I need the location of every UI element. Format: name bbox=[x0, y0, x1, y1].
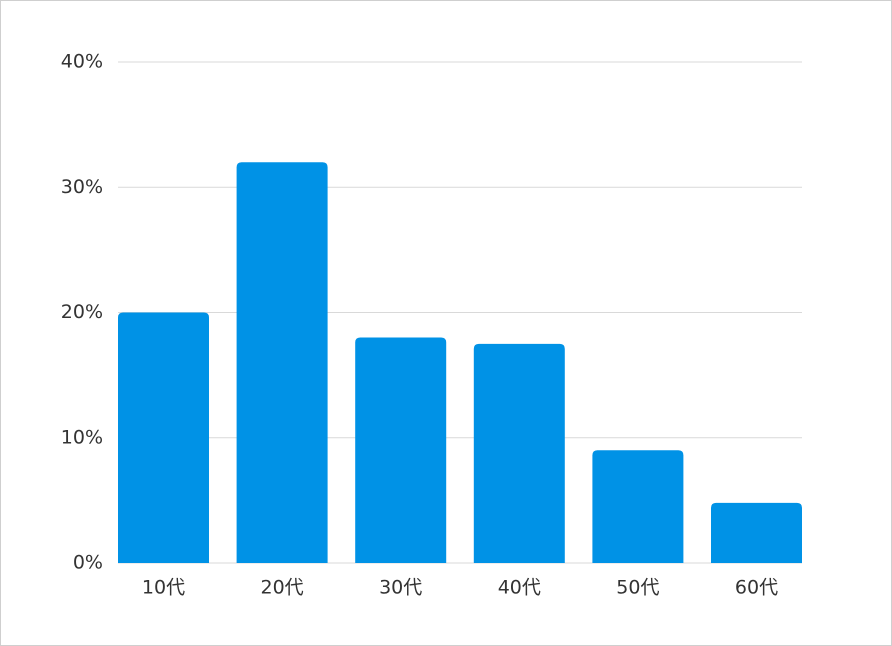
y-tick-label: 20% bbox=[61, 301, 103, 323]
y-tick-label: 0% bbox=[73, 552, 103, 574]
x-tick-label: 20代 bbox=[261, 577, 304, 599]
bar bbox=[592, 450, 684, 563]
y-tick-label: 40% bbox=[61, 51, 103, 73]
bar bbox=[473, 343, 565, 563]
x-tick-label: 40代 bbox=[498, 577, 541, 599]
x-tick-label: 10代 bbox=[142, 577, 185, 599]
bar bbox=[355, 337, 447, 563]
x-tick-label: 50代 bbox=[616, 577, 659, 599]
bar bbox=[236, 162, 328, 563]
bar bbox=[118, 312, 209, 563]
x-tick-label: 60代 bbox=[735, 577, 778, 599]
y-tick-label: 30% bbox=[61, 176, 103, 198]
bar bbox=[711, 502, 802, 563]
y-tick-label: 10% bbox=[61, 426, 103, 448]
x-tick-label: 30代 bbox=[379, 577, 422, 599]
